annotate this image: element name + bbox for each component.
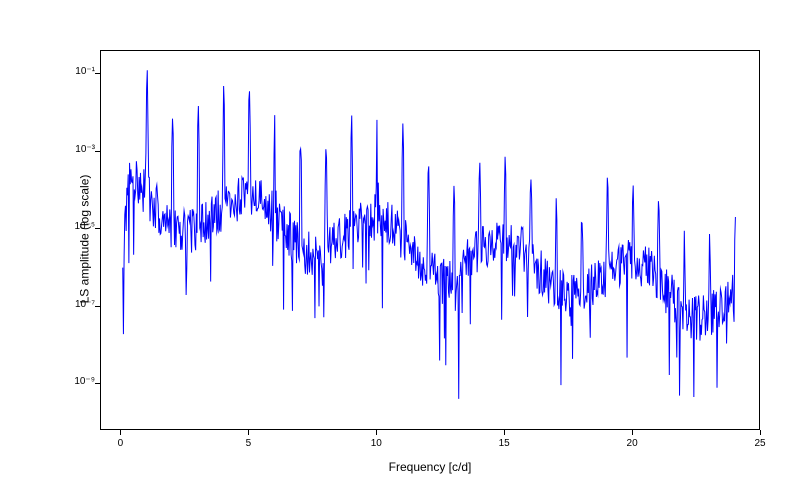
- x-tick-mark: [760, 430, 761, 435]
- x-axis-label: Frequency [c/d]: [100, 460, 760, 474]
- y-tick-label: 10⁻¹: [55, 66, 95, 77]
- x-tick-label: 15: [489, 438, 519, 449]
- x-tick-mark: [376, 430, 377, 435]
- y-tick-mark: [95, 73, 100, 74]
- y-tick-mark: [95, 228, 100, 229]
- y-tick-label: 10⁻⁵: [55, 221, 95, 232]
- x-tick-label: 0: [105, 438, 135, 449]
- y-tick-mark: [95, 383, 100, 384]
- y-tick-label: 10⁻⁷: [55, 299, 95, 310]
- x-tick-label: 20: [617, 438, 647, 449]
- spectrum-line: [101, 51, 761, 431]
- x-tick-mark: [120, 430, 121, 435]
- y-tick-mark: [95, 151, 100, 152]
- x-tick-mark: [632, 430, 633, 435]
- y-tick-label: 10⁻³: [55, 144, 95, 155]
- y-tick-mark: [95, 306, 100, 307]
- x-tick-mark: [504, 430, 505, 435]
- y-axis-label: LS amplitude (log scale): [77, 175, 91, 304]
- y-tick-label: 10⁻⁹: [55, 376, 95, 387]
- x-tick-label: 25: [745, 438, 775, 449]
- plot-area: [100, 50, 760, 430]
- x-tick-label: 5: [233, 438, 263, 449]
- x-tick-mark: [248, 430, 249, 435]
- x-tick-label: 10: [361, 438, 391, 449]
- chart-container: LS amplitude (log scale) Frequency [c/d]…: [0, 0, 800, 500]
